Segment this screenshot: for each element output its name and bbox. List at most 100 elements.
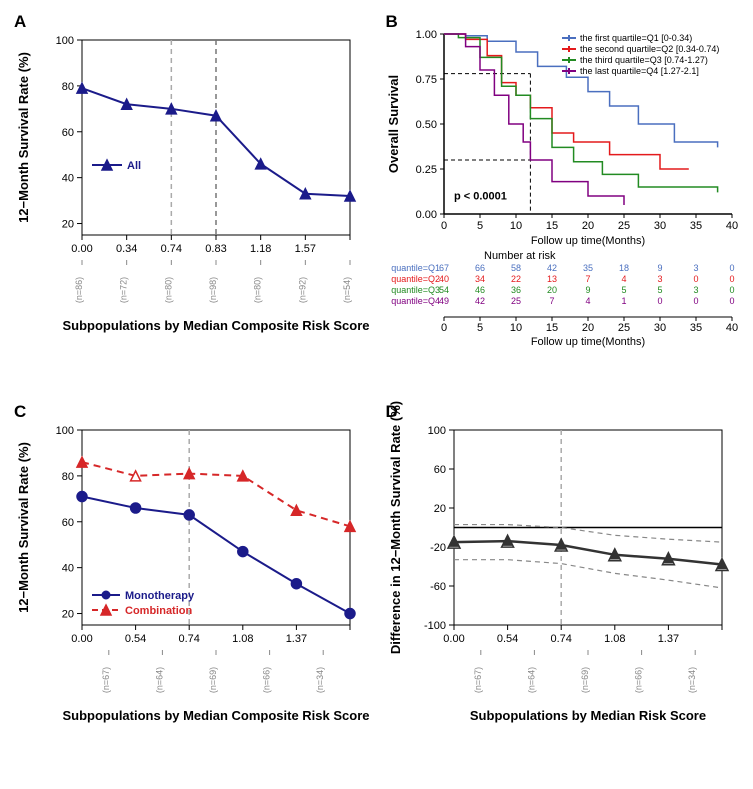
svg-text:20: 20 [62, 219, 74, 231]
svg-text:0.00: 0.00 [71, 633, 92, 645]
svg-text:(n=66): (n=66) [633, 667, 643, 693]
panel-c: C 2040608010012−Month Survival Rate (%)M… [10, 400, 372, 770]
svg-text:0.74: 0.74 [550, 633, 571, 645]
svg-text:12−Month Survival Rate (%): 12−Month Survival Rate (%) [16, 442, 31, 613]
panel-c-svg: 2040608010012−Month Survival Rate (%)Mon… [10, 400, 370, 770]
svg-text:(n=64): (n=64) [154, 667, 164, 693]
svg-text:80: 80 [62, 471, 74, 483]
svg-text:1.08: 1.08 [604, 633, 625, 645]
svg-text:25: 25 [617, 322, 629, 334]
svg-text:4: 4 [585, 296, 590, 306]
svg-text:Subpopulations by Median Compo: Subpopulations by Median Composite Risk … [63, 318, 370, 333]
svg-text:80: 80 [62, 81, 74, 93]
svg-text:0.50: 0.50 [415, 119, 436, 131]
svg-text:0: 0 [693, 274, 698, 284]
svg-text:Overall Survival: Overall Survival [386, 75, 401, 173]
svg-text:54: 54 [438, 285, 448, 295]
svg-text:0.00: 0.00 [71, 243, 92, 255]
svg-text:0: 0 [440, 220, 446, 232]
svg-text:40: 40 [725, 220, 737, 232]
svg-text:5: 5 [621, 285, 626, 295]
svg-text:15: 15 [545, 220, 557, 232]
svg-text:7: 7 [549, 296, 554, 306]
svg-text:0: 0 [657, 296, 662, 306]
svg-text:49: 49 [438, 296, 448, 306]
svg-text:0.83: 0.83 [205, 243, 226, 255]
svg-text:42: 42 [546, 263, 556, 273]
svg-text:0: 0 [729, 285, 734, 295]
svg-text:Subpopulations by Median Compo: Subpopulations by Median Composite Risk … [63, 708, 370, 723]
svg-text:60: 60 [62, 127, 74, 139]
svg-text:0.00: 0.00 [443, 633, 464, 645]
svg-text:58: 58 [510, 263, 520, 273]
svg-text:13: 13 [546, 274, 556, 284]
svg-text:(n=80): (n=80) [163, 277, 173, 303]
svg-text:25: 25 [617, 220, 629, 232]
svg-text:15: 15 [545, 322, 557, 334]
svg-text:0.74: 0.74 [161, 243, 182, 255]
svg-text:0: 0 [440, 322, 446, 334]
svg-text:40: 40 [725, 322, 737, 334]
svg-text:(n=66): (n=66) [262, 667, 272, 693]
svg-text:quantile=Q4: quantile=Q4 [391, 296, 440, 306]
svg-text:20: 20 [581, 220, 593, 232]
svg-text:0: 0 [729, 263, 734, 273]
svg-text:0: 0 [729, 296, 734, 306]
svg-text:0: 0 [693, 296, 698, 306]
svg-text:-20: -20 [430, 542, 446, 554]
svg-text:9: 9 [657, 263, 662, 273]
svg-text:the second quartile=Q2 [0.34-0: the second quartile=Q2 [0.34-0.74) [580, 44, 719, 54]
panel-c-label: C [14, 402, 26, 422]
panel-a: A 2040608010012−Month Survival Rate (%)A… [10, 10, 372, 380]
svg-text:25: 25 [510, 296, 520, 306]
svg-text:9: 9 [585, 285, 590, 295]
svg-text:(n=54): (n=54) [342, 277, 352, 303]
svg-text:1.37: 1.37 [657, 633, 678, 645]
svg-text:Combination: Combination [125, 605, 192, 617]
svg-text:1.57: 1.57 [295, 243, 316, 255]
svg-text:5: 5 [476, 220, 482, 232]
svg-text:(n=34): (n=34) [687, 667, 697, 693]
svg-text:3: 3 [657, 274, 662, 284]
svg-text:(n=64): (n=64) [526, 667, 536, 693]
svg-text:40: 40 [438, 274, 448, 284]
panel-b: B 0.000.250.500.751.00Overall Survival05… [382, 10, 744, 380]
svg-text:20: 20 [433, 503, 445, 515]
svg-text:10: 10 [509, 220, 521, 232]
svg-text:60: 60 [433, 464, 445, 476]
svg-text:30: 30 [653, 322, 665, 334]
svg-text:(n=69): (n=69) [580, 667, 590, 693]
svg-text:quantile=Q1: quantile=Q1 [391, 263, 440, 273]
svg-text:10: 10 [509, 322, 521, 334]
svg-text:0.34: 0.34 [116, 243, 137, 255]
svg-text:40: 40 [62, 563, 74, 575]
svg-text:(n=72): (n=72) [119, 277, 129, 303]
panel-b-label: B [386, 12, 398, 32]
svg-text:Number at risk: Number at risk [484, 250, 556, 262]
svg-text:Follow up time(Months): Follow up time(Months) [530, 336, 644, 348]
svg-text:34: 34 [474, 274, 484, 284]
svg-text:(n=86): (n=86) [74, 277, 84, 303]
svg-text:-100: -100 [423, 620, 445, 632]
svg-text:(n=67): (n=67) [472, 667, 482, 693]
panel-d-label: D [386, 402, 398, 422]
svg-text:20: 20 [62, 609, 74, 621]
svg-text:0: 0 [729, 274, 734, 284]
svg-text:0.54: 0.54 [125, 633, 146, 645]
svg-text:18: 18 [618, 263, 628, 273]
svg-text:1.37: 1.37 [286, 633, 307, 645]
panel-d-svg: -100-60-202060100Difference in 12−Month … [382, 400, 742, 770]
svg-text:12−Month Survival Rate (%): 12−Month Survival Rate (%) [16, 52, 31, 223]
svg-text:(n=92): (n=92) [297, 277, 307, 303]
svg-text:Follow up time(Months): Follow up time(Months) [530, 235, 644, 247]
svg-text:Subpopulations by Median Risk: Subpopulations by Median Risk Score [469, 708, 705, 723]
svg-text:40: 40 [62, 173, 74, 185]
svg-text:100: 100 [56, 425, 74, 437]
svg-text:30: 30 [653, 220, 665, 232]
svg-text:0.75: 0.75 [415, 74, 436, 86]
svg-text:1.00: 1.00 [415, 29, 436, 41]
svg-text:(n=80): (n=80) [253, 277, 263, 303]
svg-text:0.54: 0.54 [496, 633, 517, 645]
svg-text:-60: -60 [430, 581, 446, 593]
svg-text:100: 100 [427, 425, 445, 437]
